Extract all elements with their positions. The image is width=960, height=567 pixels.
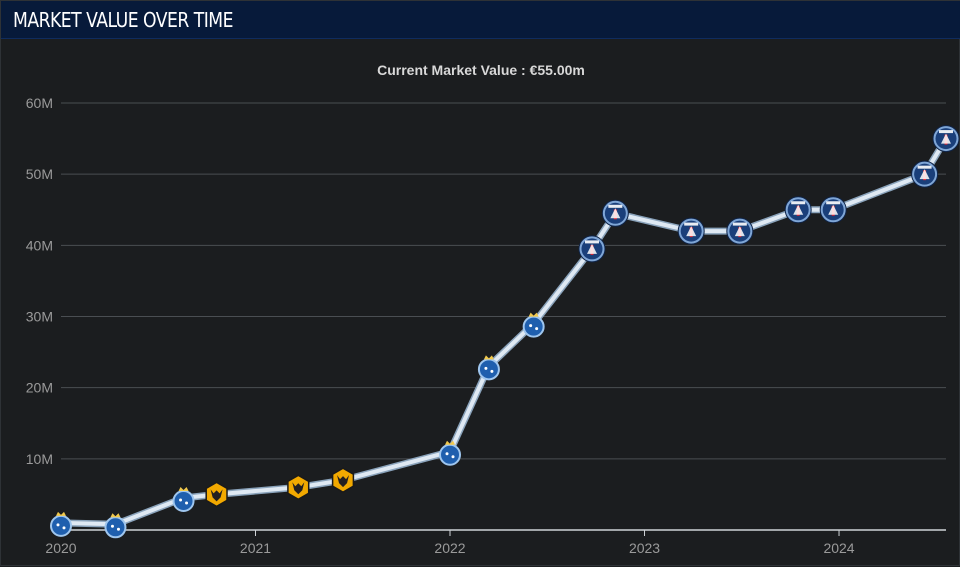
y-tick-label: 60M: [26, 95, 53, 111]
y-tick-label: 50M: [26, 166, 53, 182]
value-line-path: [59, 136, 948, 527]
panel-title: MARKET VALUE OVER TIME: [13, 8, 234, 32]
psg-badge-point[interactable]: [601, 199, 629, 227]
data-points: [50, 125, 960, 539]
porto-badge-point[interactable]: [172, 486, 195, 512]
wolves-badge-point[interactable]: [205, 481, 228, 508]
x-tick-label: 2024: [823, 540, 854, 556]
chart-title: Current Market Value : €55.00m: [377, 62, 585, 78]
wolves-badge-point[interactable]: [331, 467, 355, 494]
psg-badge-point[interactable]: [578, 235, 606, 263]
porto-badge-point[interactable]: [477, 355, 500, 381]
psg-badge-point[interactable]: [784, 196, 812, 224]
porto-badge-point[interactable]: [104, 513, 127, 539]
psg-badge-point[interactable]: [677, 217, 705, 245]
y-tick-label: 30M: [26, 309, 53, 325]
psg-badge-point[interactable]: [932, 125, 960, 153]
y-tick-label: 10M: [26, 451, 53, 467]
x-tick-label: 2023: [629, 540, 660, 556]
x-tick-label: 2022: [434, 540, 465, 556]
x-tick-label: 2021: [240, 540, 271, 556]
y-gridlines: [61, 102, 946, 531]
x-tick-label: 2020: [45, 540, 76, 556]
psg-badge-point[interactable]: [819, 196, 847, 224]
wolves-badge-point[interactable]: [287, 474, 310, 501]
psg-badge-point[interactable]: [726, 217, 754, 245]
x-tick-labels: 2020 2021 2022 2023 2024: [45, 530, 855, 556]
porto-badge-point[interactable]: [50, 511, 72, 537]
value-line-shadow: [57, 135, 950, 528]
y-tick-label: 40M: [26, 237, 53, 253]
value-line: [57, 135, 950, 528]
y-tick-label: 20M: [26, 380, 53, 396]
panel-header: MARKET VALUE OVER TIME: [1, 1, 960, 39]
psg-badge-point[interactable]: [911, 160, 939, 188]
porto-badge-point[interactable]: [439, 440, 462, 466]
porto-badge-point[interactable]: [522, 312, 545, 338]
y-tick-labels: 10M 20M 30M 40M 50M 60M: [26, 95, 53, 467]
